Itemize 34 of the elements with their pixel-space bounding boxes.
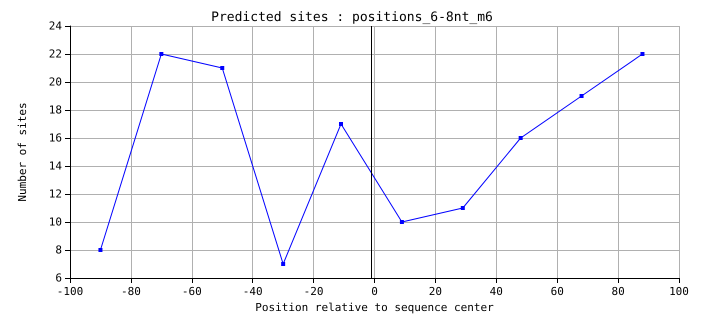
point <box>400 220 404 224</box>
y-tick-label: 16 <box>48 132 62 144</box>
point <box>98 248 102 252</box>
x-tick-label: -60 <box>182 285 202 298</box>
y-tick-label: 24 <box>48 20 62 32</box>
x-tick-label: 20 <box>428 285 442 298</box>
point <box>518 136 523 140</box>
y-tick-label: 22 <box>48 48 62 60</box>
point <box>460 206 465 210</box>
y-tick-label: 20 <box>48 76 62 88</box>
x-tick-label: -20 <box>304 285 324 298</box>
point <box>580 94 584 98</box>
x-tick-label: 100 <box>669 285 689 298</box>
y-tick-label: 10 <box>48 216 62 228</box>
x-tick-label: 40 <box>490 285 503 298</box>
x-tick-label: 80 <box>611 285 625 298</box>
y-tick-label: 12 <box>48 188 62 200</box>
y-tick-label: 8 <box>55 244 62 256</box>
x-tick-label: -40 <box>242 285 263 298</box>
point <box>281 262 286 266</box>
point <box>339 122 344 126</box>
point <box>159 52 164 56</box>
y-axis-title: Number of sites <box>16 102 29 202</box>
x-tick-label: 0 <box>371 285 378 298</box>
x-tick-label: -100 <box>56 285 84 298</box>
x-tick-label: -80 <box>120 285 141 298</box>
y-tick-label: 14 <box>48 160 62 172</box>
chart-title: Predicted sites : positions_6-8nt_m6 <box>211 10 493 25</box>
x-axis-title: Position relative to sequence center <box>255 300 494 314</box>
x-tick-label: 60 <box>550 285 564 298</box>
y-tick-label: 6 <box>55 272 62 284</box>
point <box>220 66 224 70</box>
y-tick-label: 18 <box>48 104 62 116</box>
point <box>640 52 644 56</box>
